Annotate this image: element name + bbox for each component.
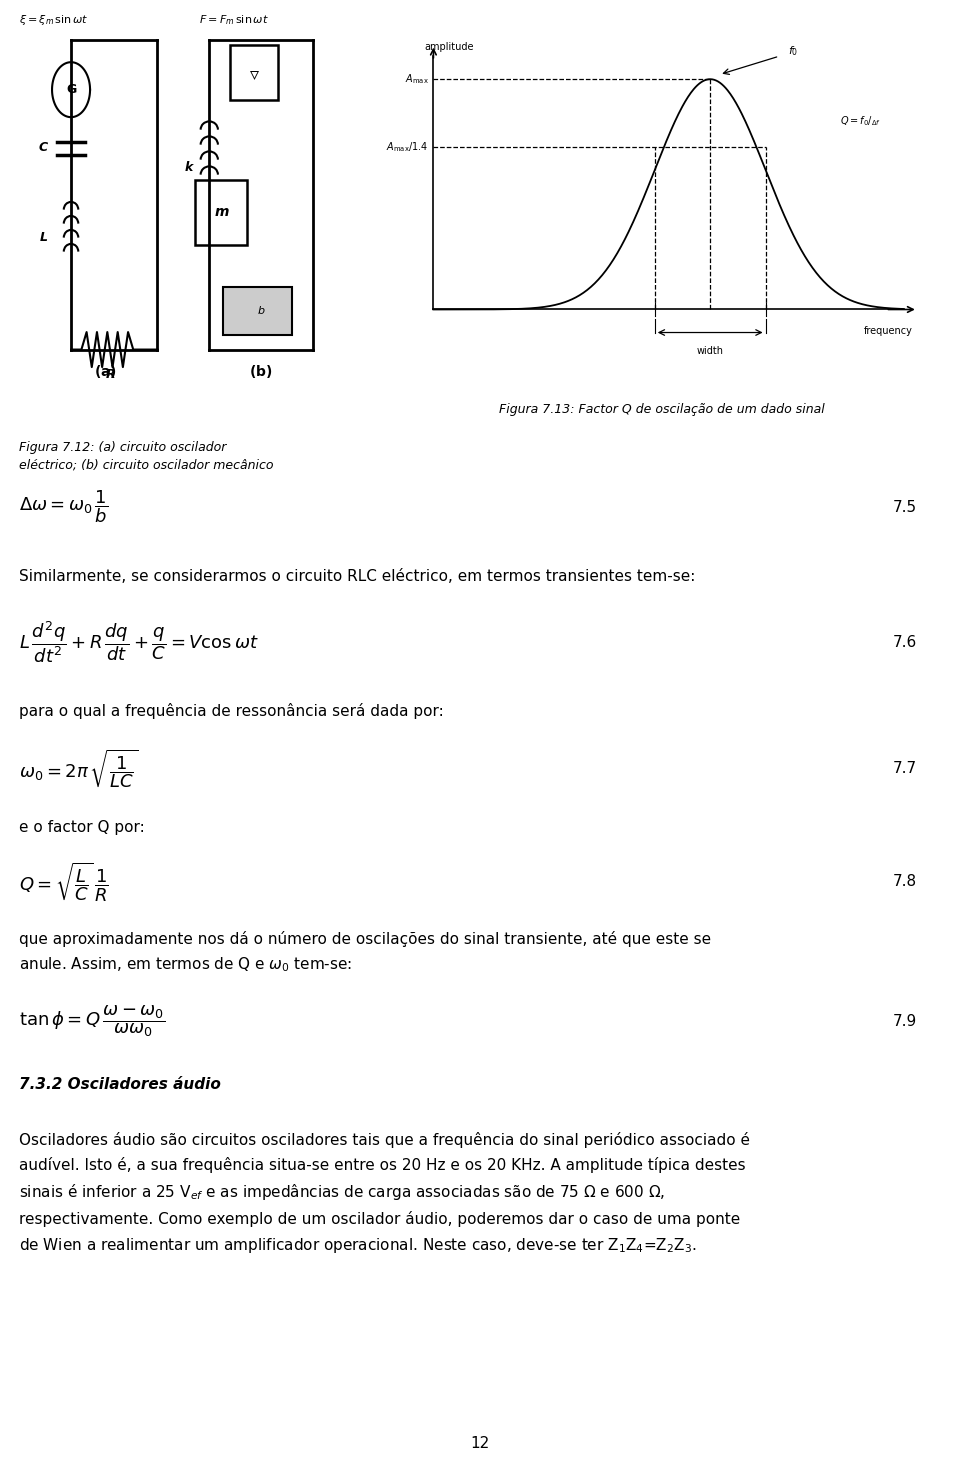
Text: width: width — [697, 347, 724, 356]
Text: para o qual a frequência de ressonância será dada por:: para o qual a frequência de ressonância … — [19, 704, 444, 719]
Text: $\mathbf{(b)}$: $\mathbf{(b)}$ — [250, 363, 273, 379]
Text: amplitude: amplitude — [424, 41, 473, 51]
Text: 7.9: 7.9 — [893, 1014, 917, 1029]
Text: e o factor Q por:: e o factor Q por: — [19, 820, 145, 835]
Text: L: L — [39, 231, 47, 244]
FancyBboxPatch shape — [230, 44, 278, 100]
Text: $\mathbf{(a)}$: $\mathbf{(a)}$ — [94, 363, 117, 379]
Text: $\Delta\omega = \omega_0\,\dfrac{1}{b}$: $\Delta\omega = \omega_0\,\dfrac{1}{b}$ — [19, 490, 108, 525]
Text: $A_{\rm max}$: $A_{\rm max}$ — [405, 72, 429, 87]
Text: 7.3.2 Osciladores áudio: 7.3.2 Osciladores áudio — [19, 1078, 221, 1092]
Text: que aproximadamente nos dá o número de oscilações do sinal transiente, até que e: que aproximadamente nos dá o número de o… — [19, 931, 711, 975]
Text: R: R — [106, 368, 115, 381]
Text: b: b — [257, 306, 265, 316]
Text: 7.7: 7.7 — [893, 761, 917, 776]
Text: G: G — [66, 84, 76, 96]
Text: Similarmente, se considerarmos o circuito RLC eléctrico, em termos transientes t: Similarmente, se considerarmos o circuit… — [19, 569, 696, 584]
Text: 12: 12 — [470, 1436, 490, 1451]
Text: $\omega_0 = 2\pi\,\sqrt{\dfrac{1}{LC}}$: $\omega_0 = 2\pi\,\sqrt{\dfrac{1}{LC}}$ — [19, 748, 138, 789]
Text: $Q = \sqrt{\dfrac{L}{C}}\,\dfrac{1}{R}$: $Q = \sqrt{\dfrac{L}{C}}\,\dfrac{1}{R}$ — [19, 860, 109, 904]
Text: $\xi = \xi_m\,\sin\omega t$: $\xi = \xi_m\,\sin\omega t$ — [19, 13, 88, 26]
FancyBboxPatch shape — [223, 287, 292, 335]
Text: k: k — [184, 160, 193, 173]
FancyBboxPatch shape — [196, 179, 248, 244]
Text: Figura 7.13: Factor Q de oscilação de um dado sinal: Figura 7.13: Factor Q de oscilação de um… — [499, 403, 825, 416]
Text: frequency: frequency — [864, 326, 913, 335]
Text: $\tan\phi = Q\,\dfrac{\omega - \omega_0}{\omega\omega_0}$: $\tan\phi = Q\,\dfrac{\omega - \omega_0}… — [19, 1004, 165, 1039]
Text: m: m — [214, 206, 228, 219]
Text: $f_0$: $f_0$ — [788, 44, 799, 59]
Text: $\triangledown$: $\triangledown$ — [249, 66, 260, 84]
Text: Osciladores áudio são circuitos osciladores tais que a frequência do sinal perió: Osciladores áudio são circuitos oscilado… — [19, 1132, 750, 1255]
Text: C: C — [38, 141, 48, 154]
Text: Figura 7.12: (a) circuito oscilador
eléctrico; (b) circuito oscilador mecânico: Figura 7.12: (a) circuito oscilador eléc… — [19, 441, 274, 472]
Text: $L\,\dfrac{d^2q}{dt^2} + R\,\dfrac{dq}{dt} + \dfrac{q}{C} = V\cos\omega t$: $L\,\dfrac{d^2q}{dt^2} + R\,\dfrac{dq}{d… — [19, 619, 259, 666]
Text: $F = F_m\,\sin\omega t$: $F = F_m\,\sin\omega t$ — [199, 13, 269, 26]
Text: 7.5: 7.5 — [893, 500, 917, 514]
Text: 7.6: 7.6 — [893, 635, 917, 650]
Text: $Q=f_0/_{\Delta f}$: $Q=f_0/_{\Delta f}$ — [840, 115, 881, 128]
Text: $A_{\rm max}/1.4$: $A_{\rm max}/1.4$ — [386, 140, 429, 153]
Text: 7.8: 7.8 — [893, 875, 917, 889]
